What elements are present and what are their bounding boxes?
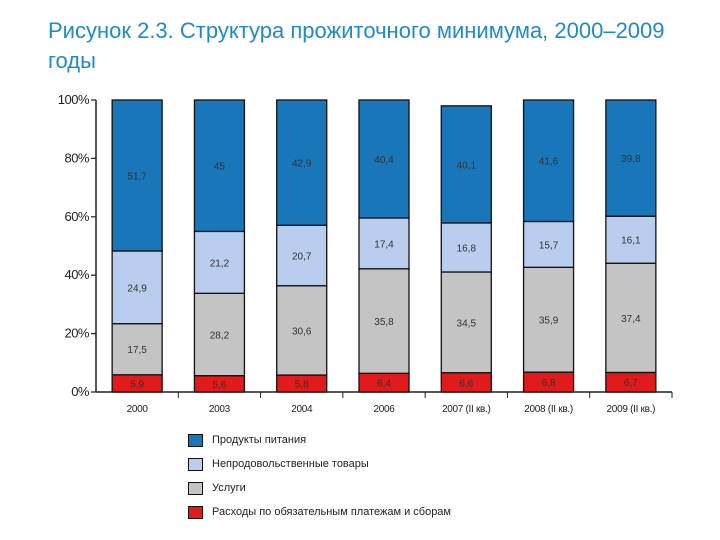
data-label-payments: 6,7 bbox=[624, 378, 638, 389]
data-label-food: 45 bbox=[214, 162, 226, 173]
bar-segment-nonfood bbox=[440, 222, 492, 273]
data-label-payments: 5,8 bbox=[295, 380, 309, 391]
y-tick-label: 100% bbox=[58, 92, 90, 107]
y-tick-label: 40% bbox=[64, 267, 89, 282]
x-tick-label: 2000 bbox=[127, 404, 149, 415]
data-label-food: 40,1 bbox=[457, 160, 477, 171]
data-label-services: 30,6 bbox=[292, 326, 312, 337]
data-label-payments: 6,4 bbox=[377, 379, 391, 390]
bar-segment-food bbox=[522, 99, 575, 223]
bar-segment-services bbox=[605, 262, 657, 374]
bar-segment-nonfood bbox=[276, 224, 328, 287]
data-label-services: 17,5 bbox=[127, 345, 147, 356]
data-label-food: 39,8 bbox=[621, 154, 641, 165]
legend-item-payments: Расходы по обязательным платежам и сбора… bbox=[188, 500, 451, 524]
legend-item-nonfood: Непродовольственные товары bbox=[188, 452, 451, 476]
bar-segment-food bbox=[358, 99, 410, 219]
legend-label: Продукты питания bbox=[212, 434, 307, 446]
data-label-payments: 5,9 bbox=[130, 379, 144, 390]
x-tick-label: 2007 (II кв.) bbox=[442, 404, 491, 415]
x-tick-label: 2004 bbox=[291, 404, 313, 415]
bar-segment-nonfood bbox=[111, 250, 163, 325]
legend-label: Услуги bbox=[212, 482, 246, 494]
data-label-services: 35,9 bbox=[539, 316, 559, 327]
data-label-food: 51,7 bbox=[127, 171, 147, 182]
data-label-services: 35,8 bbox=[374, 317, 394, 328]
bar-segment-nonfood bbox=[522, 220, 575, 268]
x-tick-label: 2003 bbox=[209, 404, 231, 415]
bar-segment-food bbox=[605, 99, 657, 217]
x-tick-label: 2006 bbox=[373, 404, 395, 415]
bar-segment-nonfood bbox=[193, 230, 246, 294]
data-label-nonfood: 15,7 bbox=[539, 240, 559, 251]
bar-segment-food bbox=[276, 99, 328, 226]
data-label-food: 41,6 bbox=[539, 157, 559, 168]
data-label-food: 42,9 bbox=[292, 159, 312, 170]
legend-swatch-services bbox=[188, 481, 203, 495]
y-tick-label: 80% bbox=[64, 150, 89, 165]
data-label-nonfood: 16,8 bbox=[457, 243, 477, 254]
data-label-nonfood: 16,1 bbox=[621, 236, 641, 247]
bar-segment-food bbox=[193, 99, 246, 233]
legend-swatch-nonfood bbox=[188, 457, 203, 471]
legend-item-services: Услуги bbox=[188, 476, 451, 500]
y-tick-label: 20% bbox=[64, 326, 89, 341]
bar-segment-services bbox=[358, 268, 410, 374]
data-label-payments: 6,6 bbox=[459, 378, 473, 389]
legend-swatch-payments bbox=[188, 505, 203, 519]
bar-segment-services bbox=[522, 266, 575, 373]
data-label-payments: 5,6 bbox=[212, 380, 226, 391]
data-label-services: 37,4 bbox=[621, 314, 641, 325]
legend-label: Расходы по обязательным платежам и сбора… bbox=[212, 506, 451, 518]
legend-swatch-food bbox=[188, 433, 203, 447]
data-label-nonfood: 24,9 bbox=[127, 283, 147, 294]
bar-segment-food bbox=[111, 99, 163, 252]
data-label-services: 34,5 bbox=[457, 318, 477, 329]
stacked-bar-chart: 0% 20% 40% 60% 80% 100% 5,9 17,5 24,9 51,7 2000 5,6… bbox=[58, 92, 673, 415]
legend-item-food: Продукты питания bbox=[188, 428, 451, 452]
data-label-nonfood: 17,4 bbox=[374, 239, 394, 250]
data-label-services: 28,2 bbox=[210, 330, 230, 341]
chart-title: Рисунок 2.3. Структура прожиточного мини… bbox=[48, 18, 665, 73]
data-label-payments: 6,8 bbox=[542, 378, 556, 389]
bar-segment-nonfood bbox=[605, 215, 657, 264]
y-tick-label: 0% bbox=[71, 384, 90, 399]
legend-label: Непродовольственные товары bbox=[212, 458, 369, 470]
data-label-nonfood: 21,2 bbox=[210, 258, 230, 269]
x-tick-label: 2008 (II кв.) bbox=[524, 404, 573, 415]
bar-segment-services bbox=[111, 323, 163, 376]
data-label-nonfood: 20,7 bbox=[292, 251, 312, 262]
x-tick-label: 2009 (II кв.) bbox=[607, 404, 656, 415]
y-tick-label: 60% bbox=[64, 209, 89, 224]
chart-legend: Продукты питания Непродовольственные това… bbox=[188, 428, 451, 524]
data-label-food: 40,4 bbox=[374, 155, 394, 166]
bar-segment-nonfood bbox=[358, 217, 410, 270]
bar-segment-services bbox=[276, 285, 328, 376]
bar-segment-food bbox=[440, 105, 492, 224]
